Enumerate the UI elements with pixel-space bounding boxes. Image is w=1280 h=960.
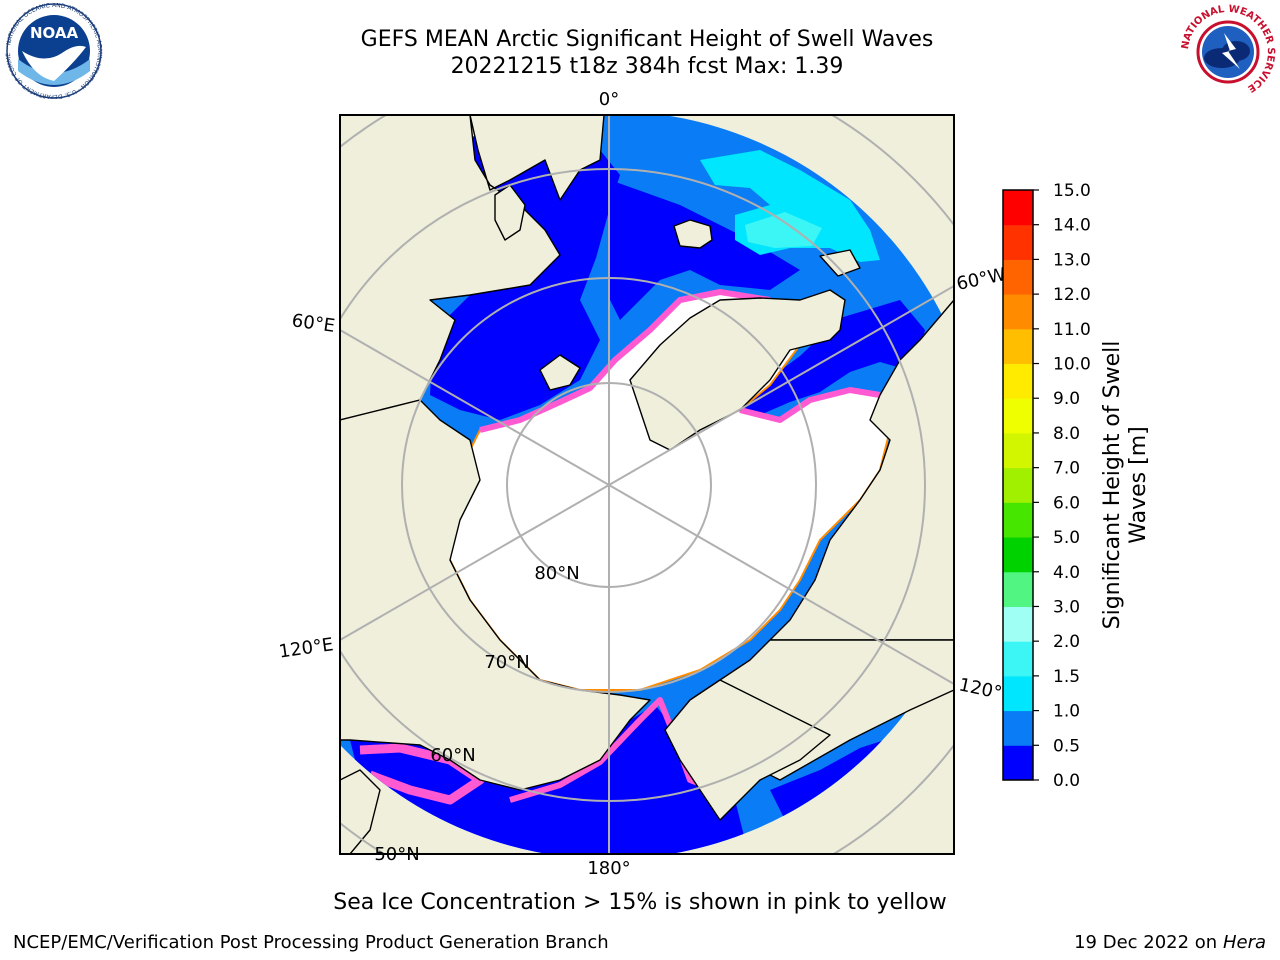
colorbar-tick-label: 12.0 <box>1053 285 1091 305</box>
swell-area-barents-low <box>610 180 800 320</box>
footer-credit: NCEP/EMC/Verification Post Processing Pr… <box>13 932 609 953</box>
land-iceland <box>819 249 861 277</box>
colorbar-frame <box>1002 189 1034 781</box>
lon-label-60w: 60°W <box>955 264 1008 295</box>
lat-label-70n: 70°N <box>484 652 529 673</box>
colorbar-band <box>1003 294 1033 330</box>
land-kamchatka <box>340 769 381 854</box>
meridian-120w <box>608 484 954 685</box>
lon-label-60e: 60°E <box>290 310 336 337</box>
footer-date-text: 19 Dec 2022 on <box>1074 932 1218 953</box>
lon-label-0: 0° <box>599 89 619 110</box>
colorbar-tick-label: 6.0 <box>1053 493 1080 513</box>
swell-area-high-1 <box>700 150 880 262</box>
chart-subtitle: 20221215 t18z 384h fcst Max: 1.39 <box>450 54 844 79</box>
colorbar-band <box>1003 432 1033 469</box>
colorbar-tick-label: 0.0 <box>1053 771 1080 791</box>
colorbar-label-line1: Significant Height of Swell <box>1100 340 1125 630</box>
ice-legend-note: Sea Ice Concentration > 15% is shown in … <box>333 890 947 915</box>
graticule <box>340 115 954 854</box>
swell-area-pacific-low <box>350 705 745 854</box>
nws-logo: NATIONAL WEATHER SERVICE <box>1178 3 1278 103</box>
lat-label-50n: 50°N <box>374 844 419 865</box>
footer-date: 19 Dec 2022 on Hera <box>1074 932 1266 953</box>
colorbar-band <box>1003 710 1033 746</box>
colorbar-tick-label: 3.0 <box>1053 597 1080 617</box>
land-novaya-zemlya <box>539 354 581 391</box>
colorbar-band <box>1003 537 1033 573</box>
colorbar-tick-label: 9.0 <box>1053 389 1080 409</box>
meridian-60e <box>340 329 610 486</box>
colorbar-tick-label: 1.0 <box>1053 702 1080 722</box>
colorbar-tick-label: 4.0 <box>1053 563 1080 583</box>
colorbar-tick-label: 2.0 <box>1053 632 1080 652</box>
colorbar-band <box>1003 571 1033 607</box>
lat-label-60n: 60°N <box>430 745 475 766</box>
swell-area-high-2 <box>745 212 822 248</box>
noaa-logo-text: NOAA <box>30 24 79 42</box>
colorbar-band <box>1003 641 1033 677</box>
colorbar-label-line2: Waves [m] <box>1126 426 1151 544</box>
colorbar-tick-label: 5.0 <box>1053 528 1080 548</box>
colorbar-band <box>1003 363 1033 399</box>
colorbar-band <box>1003 224 1033 260</box>
colorbar-band <box>1003 259 1033 295</box>
swell-area-atlantic-low <box>430 118 620 420</box>
colorbar-tick-label: 15.0 <box>1053 181 1091 201</box>
meridian-120e <box>340 484 610 641</box>
colorbar-band <box>1003 502 1033 538</box>
lat-label-80n: 80°N <box>534 563 579 584</box>
footer-machine: Hera <box>1222 932 1266 953</box>
colorbar-band <box>1003 606 1033 642</box>
land-svalbard <box>673 219 713 249</box>
colorbar-tick-label: 0.5 <box>1053 736 1080 756</box>
colorbar-band <box>1003 675 1033 712</box>
colorbar-label: Significant Height of Swell Waves [m] <box>1100 275 1156 695</box>
ice-edge-atlantic <box>479 289 771 433</box>
colorbar-tick-label: 7.0 <box>1053 459 1080 479</box>
colorbar-band <box>1003 398 1033 434</box>
colorbar-band <box>1003 328 1033 365</box>
colorbar-band <box>1003 190 1033 226</box>
chart-title: GEFS MEAN Arctic Significant Height of S… <box>360 27 934 52</box>
colorbar-band <box>1003 745 1033 781</box>
colorbar-tick-label: 1.5 <box>1053 667 1080 687</box>
map-frame <box>339 114 955 855</box>
colorbar-tick-label: 14.0 <box>1053 216 1091 236</box>
land-greenland <box>629 289 846 451</box>
lon-label-180: 180° <box>587 858 630 879</box>
colorbar-band <box>1003 467 1033 503</box>
meridian-60w <box>608 285 954 486</box>
colorbar-tick-label: 13.0 <box>1053 250 1091 270</box>
noaa-logo: NOAA NATIONAL OCEANIC AND ATMOSPHERIC AD… <box>2 0 104 103</box>
colorbar: 15.0 14.0 13.0 12.0 11.0 10.0 9.0 8.0 7.0 6.0 5.0 4… <box>1002 181 1091 791</box>
colorbar-tick-label: 10.0 <box>1053 355 1091 375</box>
colorbar-tick-label: 11.0 <box>1053 320 1091 340</box>
colorbar-tick-label: 8.0 <box>1053 424 1080 444</box>
ice-edge-baffin <box>739 387 881 423</box>
lon-label-120e: 120°E <box>278 634 335 662</box>
